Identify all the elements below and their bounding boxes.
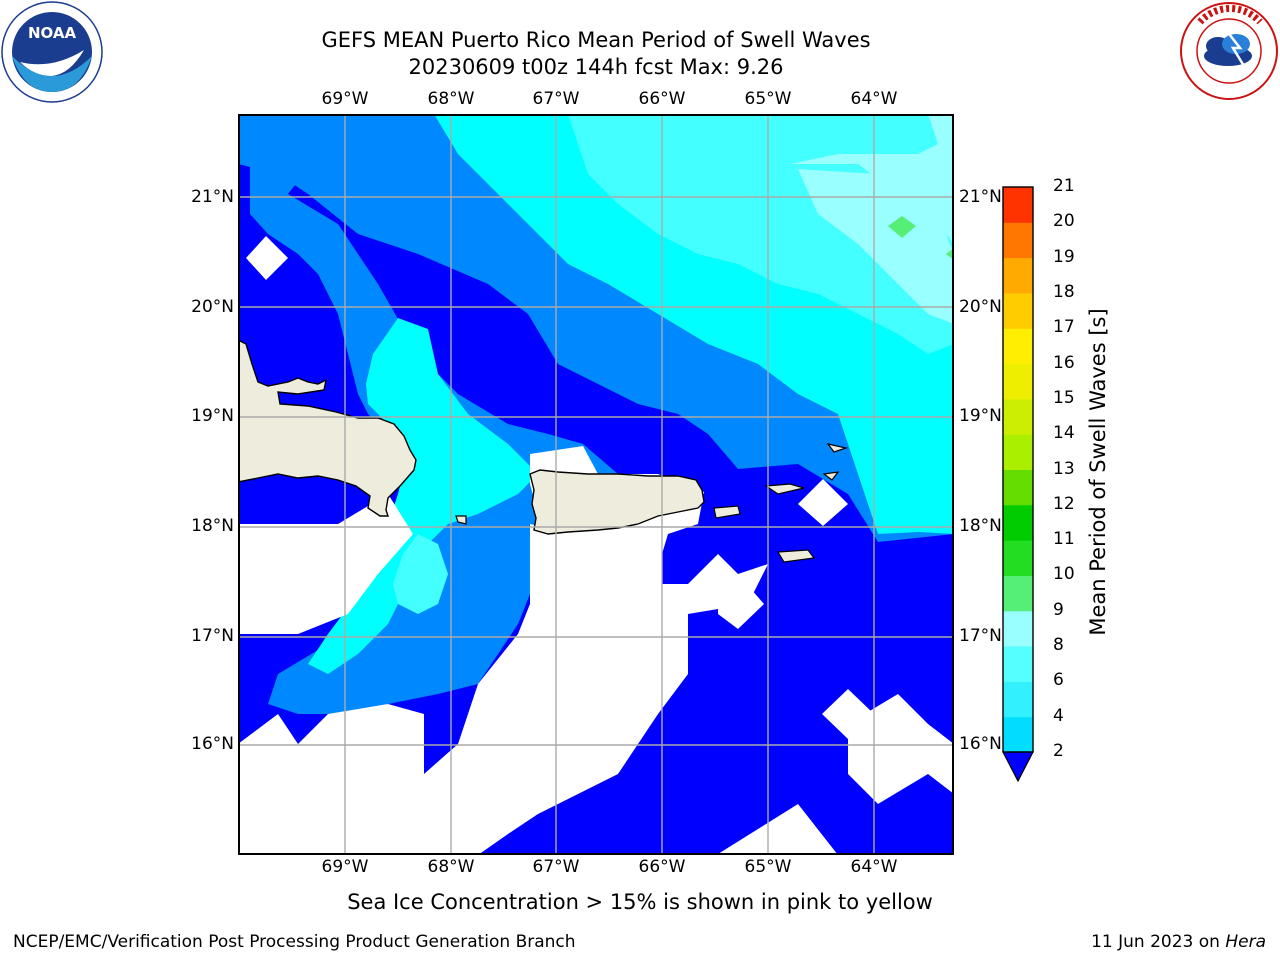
no-data-area <box>238 524 768 855</box>
lat-label-right: 19°N <box>959 406 1002 426</box>
colorbar-tick-label: 20 <box>1053 211 1075 232</box>
lat-label-right: 20°N <box>959 297 1002 317</box>
colorbar <box>1002 186 1034 783</box>
contour-level-9-10 <box>888 216 916 238</box>
swell-period-map <box>238 114 954 855</box>
land-hispaniola <box>238 339 417 517</box>
noaa-logo: NOAA <box>1 1 103 103</box>
lat-label-left: 19°N <box>191 406 234 426</box>
colorbar-tick-label: 9 <box>1053 599 1064 620</box>
lat-label-right: 21°N <box>959 187 1002 207</box>
contour-level-7-8 <box>393 534 448 614</box>
plot-title: GEFS MEAN Puerto Rico Mean Period of Swe… <box>321 28 871 52</box>
colorbar-segment <box>1003 257 1033 294</box>
svg-text:NOAA: NOAA <box>28 24 77 42</box>
island <box>764 483 805 495</box>
no-data-area <box>718 804 838 855</box>
island <box>713 505 741 519</box>
sea-ice-note: Sea Ice Concentration > 15% is shown in … <box>347 890 933 914</box>
lat-label-right: 18°N <box>959 516 1002 536</box>
colorbar-tick-label: 18 <box>1053 281 1075 302</box>
no-data-area <box>246 236 288 280</box>
no-data-area <box>798 479 848 526</box>
island <box>455 515 467 525</box>
nws-logo <box>1180 2 1278 100</box>
island <box>826 443 849 453</box>
no-data-area <box>718 574 764 629</box>
colorbar-frame <box>1002 186 1034 753</box>
colorbar-tick-label: 14 <box>1053 423 1075 444</box>
colorbar-tick-label: 8 <box>1053 635 1064 656</box>
colorbar-tick-label: 2 <box>1053 741 1064 761</box>
lon-label-top: 65°W <box>744 89 792 109</box>
colorbar-tick-label: 19 <box>1053 246 1075 267</box>
lat-label-left: 21°N <box>191 187 234 207</box>
colorbar-segment <box>1003 540 1033 576</box>
colorbar-segment <box>1003 469 1033 506</box>
colorbar-segment <box>1003 434 1033 470</box>
lat-label-left: 18°N <box>191 516 234 536</box>
colorbar-tick-label: 12 <box>1053 493 1075 514</box>
island <box>776 549 816 563</box>
lon-label-top: 66°W <box>638 89 686 109</box>
colorbar-segment <box>1003 646 1033 682</box>
footer-branch: NCEP/EMC/Verification Post Processing Pr… <box>13 932 576 952</box>
no-data-area <box>238 814 318 855</box>
contour-level-8-9 <box>798 169 954 324</box>
lat-label-left: 16°N <box>191 734 234 754</box>
lon-label-bottom: 68°W <box>427 857 475 877</box>
colorbar-segment <box>1003 328 1033 365</box>
colorbar-segment <box>1003 292 1033 329</box>
colorbar-tick-label: 15 <box>1053 387 1075 408</box>
footer-host: Hera <box>1225 932 1266 952</box>
colorbar-tick-label: 17 <box>1053 317 1075 338</box>
colorbar-segment <box>1003 398 1033 435</box>
colorbar-tick-label: 13 <box>1053 458 1075 479</box>
lon-label-bottom: 69°W <box>321 857 369 877</box>
lat-label-right: 17°N <box>959 626 1002 646</box>
colorbar-segment <box>1003 222 1033 259</box>
colorbar-segment <box>1003 187 1033 223</box>
lon-label-top: 67°W <box>532 89 580 109</box>
colorbar-label: Mean Period of Swell Waves [s] <box>1086 308 1110 636</box>
lat-label-right: 16°N <box>959 734 1002 754</box>
lon-label-bottom: 64°W <box>850 857 898 877</box>
colorbar-tick-label: 21 <box>1053 176 1075 196</box>
lon-label-top: 68°W <box>427 89 475 109</box>
colorbar-segment <box>1003 610 1033 647</box>
colorbar-segment <box>1003 575 1033 612</box>
colorbar-segment <box>1003 716 1033 753</box>
colorbar-tick-label: 6 <box>1053 670 1064 691</box>
colorbar-segment <box>1003 681 1033 718</box>
lon-label-bottom: 67°W <box>532 857 580 877</box>
colorbar-segment <box>1003 504 1033 541</box>
footer-date: 11 Jun 2023 on Hera <box>1091 932 1266 952</box>
island <box>822 471 840 481</box>
graticule <box>238 114 954 855</box>
no-data-area <box>238 494 413 634</box>
plot-subtitle: 20230609 t00z 144h fcst Max: 9.26 <box>408 55 784 79</box>
lon-label-top: 64°W <box>850 89 898 109</box>
lat-label-left: 20°N <box>191 297 234 317</box>
footer-date-text: 11 Jun 2023 on <box>1091 932 1226 952</box>
lat-label-left: 17°N <box>191 626 234 646</box>
lon-label-top: 69°W <box>321 89 369 109</box>
colorbar-tick-label: 16 <box>1053 352 1075 373</box>
colorbar-tick-label: 11 <box>1053 529 1075 550</box>
colorbar-extend-arrow <box>1002 751 1034 783</box>
colorbar-tick-label: 4 <box>1053 705 1064 726</box>
land-puerto-rico <box>529 469 705 535</box>
lon-label-bottom: 66°W <box>638 857 686 877</box>
colorbar-tick-label: 10 <box>1053 564 1075 585</box>
contour-level-8-9 <box>790 114 954 244</box>
colorbar-segment <box>1003 363 1033 400</box>
map-frame <box>238 114 954 855</box>
lon-label-bottom: 65°W <box>744 857 792 877</box>
